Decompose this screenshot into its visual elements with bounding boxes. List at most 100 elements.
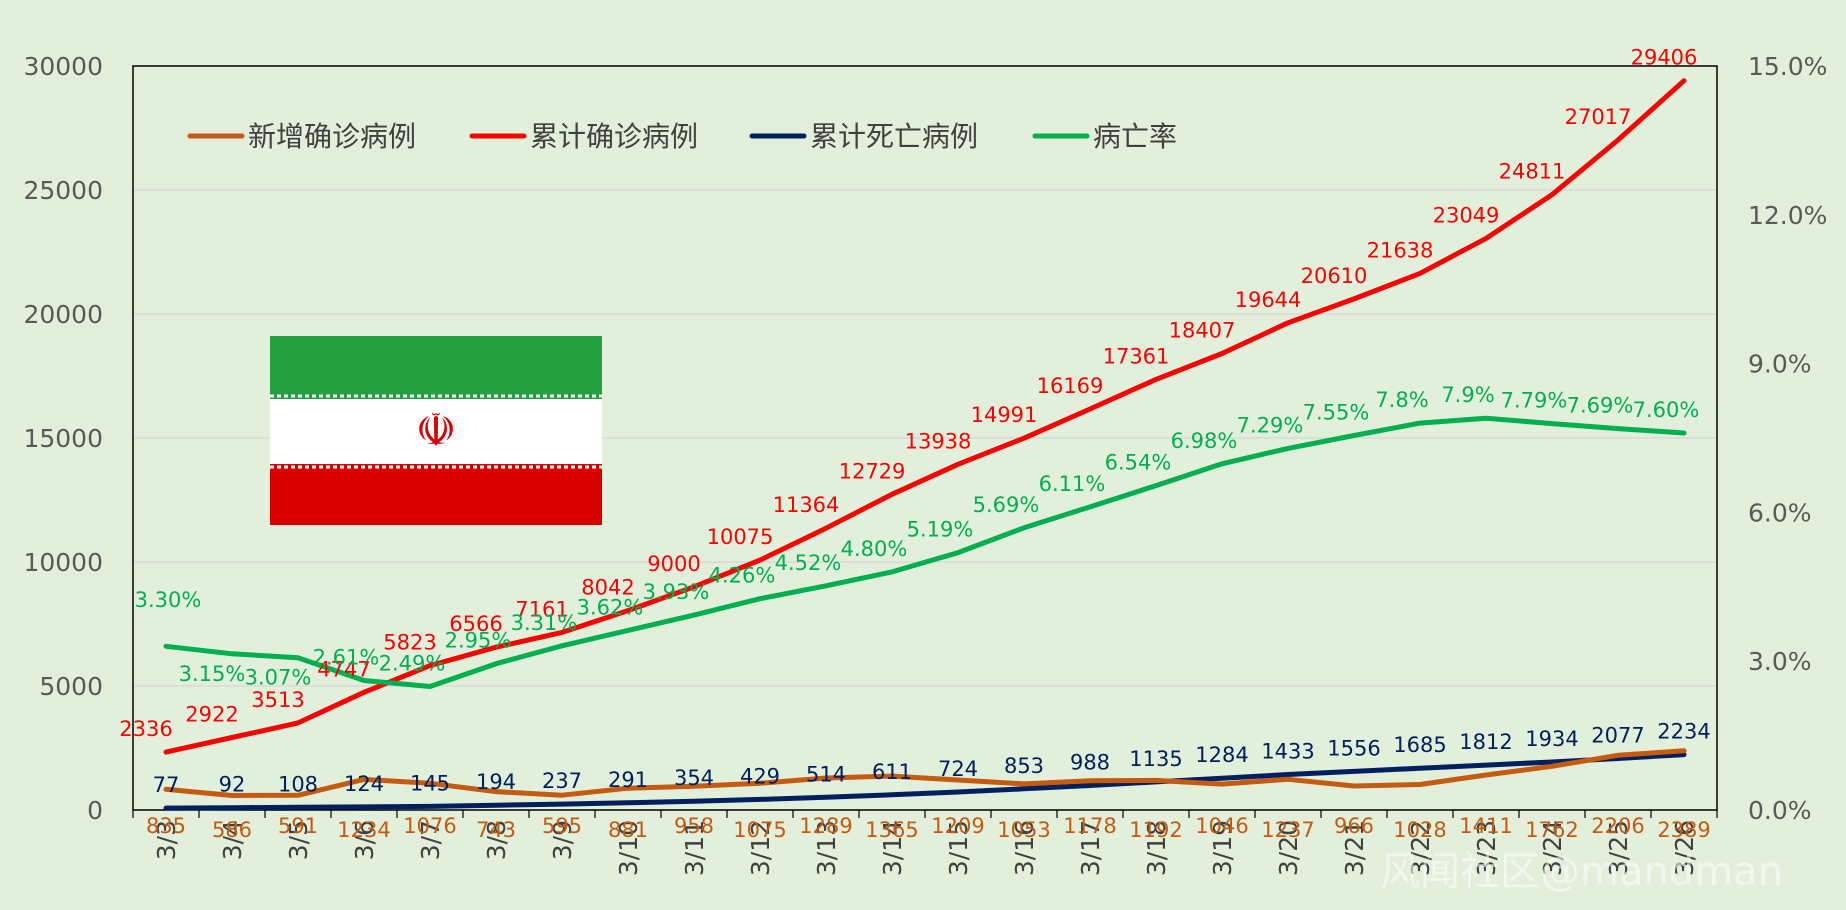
x-axis-tick-label: 3/16	[1010, 820, 1039, 876]
data-label-new-cases: 1076	[403, 814, 456, 838]
data-label-fatality-rate: 3.07%	[245, 666, 312, 690]
data-label-cumulative-cases: 24811	[1499, 160, 1566, 184]
data-label-new-cases: 743	[476, 818, 516, 842]
data-label-cumulative-deaths: 1135	[1129, 747, 1182, 771]
x-axis-tick-label: 3/14	[878, 820, 907, 876]
right-axis-tick-label: 6.0%	[1748, 498, 1812, 527]
x-axis-tick-label: 3/9	[548, 820, 577, 860]
data-label-cumulative-cases: 11364	[773, 493, 840, 517]
data-label-cumulative-cases: 20610	[1301, 264, 1368, 288]
x-axis-tick-label: 3/22	[1406, 820, 1435, 876]
right-axis-tick-label: 9.0%	[1748, 350, 1812, 379]
x-axis-tick-label: 3/18	[1142, 820, 1171, 876]
series-lines	[163, 78, 1687, 811]
left-axis-ticks: 0 5000 10000 15000 20000 25000 30000	[23, 52, 103, 825]
right-axis-tick-label: 0.0%	[1748, 796, 1812, 825]
data-label-new-cases: 1237	[1261, 818, 1314, 842]
data-label-new-cases: 1053	[997, 818, 1050, 842]
data-label-cumulative-deaths: 237	[542, 769, 582, 793]
series-line-fatality-rate	[163, 415, 1687, 689]
data-label-fatality-rate: 2.95%	[445, 629, 512, 653]
data-label-fatality-rate: 6.11%	[1039, 472, 1106, 496]
legend-label-cumulative-cases: 累计确诊病例	[530, 120, 698, 153]
right-axis-ticks: 0.0% 3.0% 6.0% 9.0% 12.0% 15.0%	[1748, 52, 1827, 825]
x-axis-tick-label: 3/11	[680, 820, 709, 876]
legend-label-cumulative-deaths: 累计死亡病例	[810, 120, 978, 153]
left-axis-tick-label: 25000	[23, 176, 103, 205]
data-label-cumulative-cases: 13938	[905, 429, 972, 453]
data-label-cumulative-deaths: 291	[608, 768, 648, 792]
x-axis-tick-label: 3/6	[350, 820, 379, 860]
data-label-cumulative-deaths: 429	[740, 764, 780, 788]
data-label-cumulative-cases: 14991	[971, 403, 1038, 427]
data-label-new-cases: 586	[212, 818, 252, 842]
data-label-cumulative-cases: 27017	[1565, 105, 1632, 129]
data-label-cumulative-deaths: 1934	[1525, 727, 1578, 751]
data-label-cumulative-cases: 12729	[839, 459, 906, 483]
legend-label-fatality-rate: 病亡率	[1093, 120, 1177, 153]
data-label-fatality-rate: 7.8%	[1375, 388, 1428, 412]
data-label-new-cases: 1289	[799, 814, 852, 838]
data-label-fatality-rate: 5.69%	[973, 493, 1040, 517]
data-label-fatality-rate: 6.98%	[1171, 429, 1238, 453]
data-label-cumulative-deaths: 194	[476, 770, 516, 794]
data-label-fatality-rate: 3.62%	[577, 595, 644, 619]
iran-flag: ☫	[270, 336, 602, 525]
data-label-cumulative-cases: 2922	[185, 703, 238, 727]
data-label-fatality-rate: 7.29%	[1237, 413, 1304, 437]
left-axis-tick-label: 0	[87, 796, 103, 825]
data-label-new-cases: 881	[608, 818, 648, 842]
data-label-new-cases: 1046	[1195, 814, 1248, 838]
x-axis-tick-label: 3/10	[614, 820, 643, 876]
x-axis-tick-label: 3/17	[1076, 820, 1105, 876]
legend-label-new-cases: 新增确诊病例	[248, 120, 416, 153]
data-label-new-cases: 1234	[337, 818, 390, 842]
data-label-cumulative-deaths: 92	[219, 773, 246, 797]
x-axis-tick-label: 3/20	[1274, 820, 1303, 876]
left-axis-tick-label: 30000	[23, 52, 103, 81]
data-label-new-cases: 1178	[1063, 814, 1116, 838]
x-axis-tick-label: 3/13	[812, 820, 841, 876]
data-label-cumulative-deaths: 611	[872, 760, 912, 784]
series-line-cumulative-cases	[163, 78, 1687, 755]
data-label-cumulative-deaths: 514	[806, 762, 846, 786]
data-label-cumulative-cases: 5823	[383, 631, 436, 655]
x-axis-tick-label: 3/19	[1208, 820, 1237, 876]
data-label-new-cases: 1365	[865, 818, 918, 842]
data-label-fatality-rate: 3.30%	[135, 588, 202, 612]
data-label-fatality-rate: 3.31%	[511, 611, 578, 635]
x-axis-tick-label: 3/21	[1340, 820, 1369, 876]
data-label-fatality-rate: 5.19%	[907, 518, 974, 542]
x-axis-tick-label: 3/24	[1538, 820, 1567, 876]
x-axis-tick-label: 3/5	[284, 820, 313, 860]
x-axis-tick-label: 3/4	[218, 820, 247, 860]
data-label-cumulative-cases: 21638	[1367, 238, 1434, 262]
x-axis-tick-label: 3/26	[1670, 820, 1699, 876]
data-label-cumulative-cases: 10075	[707, 525, 774, 549]
data-label-cumulative-cases: 6566	[449, 612, 502, 636]
flag-green-stripe	[270, 336, 602, 399]
data-label-new-cases: 958	[674, 814, 714, 838]
data-label-fatality-rate: 7.79%	[1501, 389, 1568, 413]
data-label-fatality-rate: 4.80%	[841, 537, 908, 561]
data-label-fatality-rate: 7.9%	[1441, 383, 1494, 407]
data-label-cumulative-deaths: 354	[674, 766, 714, 790]
data-label-cumulative-deaths: 145	[410, 771, 450, 795]
data-label-cumulative-cases: 19644	[1235, 288, 1302, 312]
data-label-new-cases: 1411	[1459, 814, 1512, 838]
x-axis-tick-label: 3/3	[152, 820, 181, 860]
data-label-cumulative-cases: 16169	[1037, 374, 1104, 398]
data-label-cumulative-cases: 29406	[1631, 46, 1698, 70]
x-axis-tick-label: 3/15	[944, 820, 973, 876]
data-label-cumulative-deaths: 724	[938, 757, 978, 781]
right-axis-tick-label: 12.0%	[1748, 201, 1827, 230]
x-axis-tick-label: 3/7	[416, 820, 445, 860]
data-label-fatality-rate: 3.93%	[643, 580, 710, 604]
x-axis-ticks: 3/3 3/4 3/5 3/6 3/7 3/8 3/9 3/10 3/11 3/12 3/13 3/1…	[132, 810, 1718, 876]
data-labels: 2336 2922 3513 4747 5823 6566 7161 8042 9000 1007…	[119, 46, 1710, 842]
x-axis-tick-label: 3/12	[746, 820, 775, 876]
data-label-new-cases: 1762	[1525, 818, 1578, 842]
data-label-new-cases: 1028	[1393, 818, 1446, 842]
data-label-cumulative-cases: 7161	[515, 597, 568, 621]
